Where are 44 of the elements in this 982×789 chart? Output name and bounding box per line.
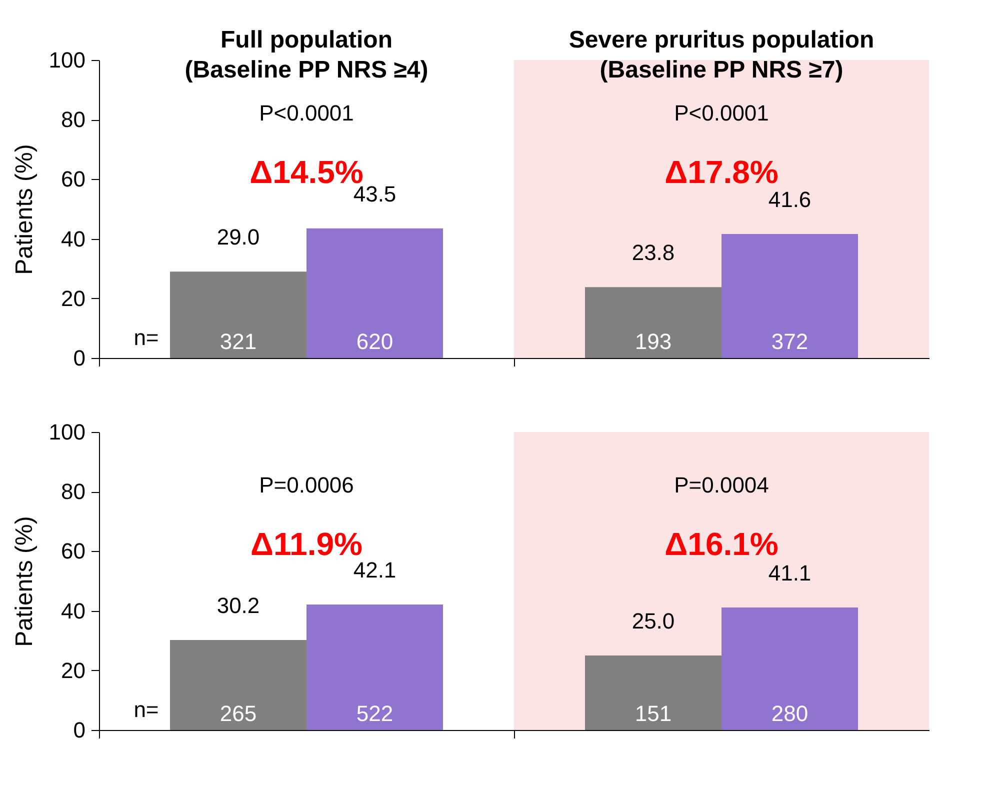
data-label: 30.2 bbox=[216, 593, 260, 618]
annotation: P=0.0006 bbox=[259, 472, 354, 498]
annotation: Δ16.1% bbox=[664, 526, 778, 562]
y-tick-label: 20 bbox=[61, 286, 86, 311]
bar bbox=[584, 287, 722, 358]
y-tick-label: 40 bbox=[61, 598, 86, 624]
y-tick-label: 0 bbox=[73, 346, 86, 370]
x-tick-label: Full population (Baseline PP NRS ≥4) bbox=[184, 26, 428, 84]
annotation: 280 bbox=[771, 701, 808, 726]
annotation: 372 bbox=[771, 329, 808, 354]
annotation: P<0.0001 bbox=[259, 100, 354, 126]
annotation: 151 bbox=[634, 701, 672, 726]
y-tick-label: 100 bbox=[48, 420, 86, 444]
data-label: 29.0 bbox=[216, 224, 260, 250]
y-axis-title: Patients (%) bbox=[10, 144, 38, 275]
annotation: n= bbox=[134, 325, 159, 350]
y-tick-label: 60 bbox=[61, 166, 86, 192]
annotation: 620 bbox=[356, 329, 394, 354]
y-tick-label: 80 bbox=[61, 107, 86, 132]
annotation: n= bbox=[134, 697, 159, 722]
y-tick-label: 20 bbox=[61, 658, 86, 683]
data-label: 25.0 bbox=[632, 608, 675, 634]
y-tick-label: 100 bbox=[48, 48, 86, 72]
annotation: 522 bbox=[356, 701, 394, 726]
bar bbox=[170, 640, 306, 730]
bar bbox=[306, 604, 444, 730]
data-label: 23.8 bbox=[632, 240, 675, 266]
y-tick-label: 0 bbox=[73, 718, 86, 742]
bar bbox=[170, 272, 306, 358]
y-axis-title: Patients (%) bbox=[10, 516, 38, 647]
bar bbox=[722, 608, 858, 730]
data-label: 41.1 bbox=[768, 560, 812, 586]
annotation: P=0.0004 bbox=[674, 472, 769, 498]
x-tick-label: Severe pruritus population (Baseline PP NRS ≥7) bbox=[568, 26, 874, 84]
annotation: 193 bbox=[634, 329, 672, 354]
y-tick-label: 60 bbox=[61, 538, 86, 564]
annotation: 265 bbox=[220, 701, 257, 726]
bar bbox=[722, 234, 858, 358]
y-tick-label: 40 bbox=[61, 226, 86, 252]
annotation: P<0.0001 bbox=[674, 100, 769, 126]
y-tick-label: 80 bbox=[61, 479, 86, 504]
bar bbox=[306, 228, 444, 358]
annotation: 321 bbox=[220, 329, 257, 354]
bar bbox=[584, 656, 722, 730]
